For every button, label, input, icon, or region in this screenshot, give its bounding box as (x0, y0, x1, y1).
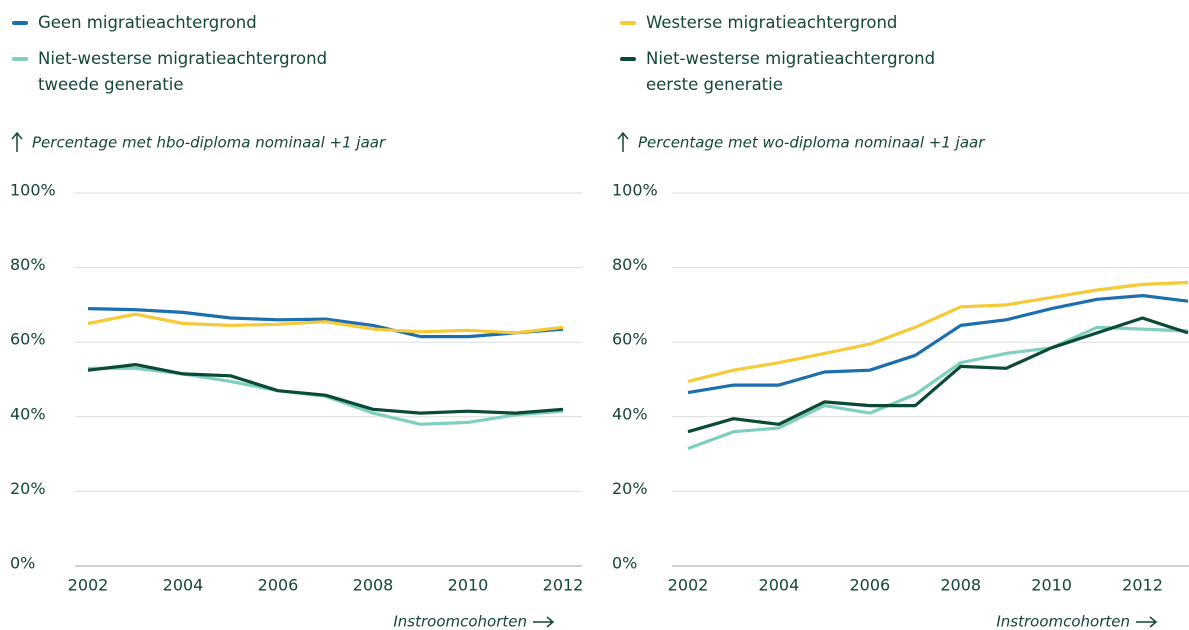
y-arrow (11, 131, 23, 152)
series-line (87, 363, 564, 415)
y-axis-label: Percentage met wo-diploma nominaal +1 ja… (638, 134, 985, 152)
legend-entry: Westerse migratieachtergrond (620, 10, 1180, 36)
legend-label: Westerse migratieachtergrond (646, 13, 898, 32)
series-line (687, 325, 1189, 451)
x-tick-label: 2008 (353, 576, 394, 595)
y-tick-label: 40% (612, 404, 648, 423)
series-line (687, 280, 1189, 383)
x-tick-label: 2004 (759, 576, 800, 595)
y-tick-label: 80% (10, 255, 46, 274)
y-tick-label: 0% (612, 554, 637, 573)
x-axis-label: Instroomcohorten (393, 613, 527, 630)
y-tick-label: 60% (10, 330, 46, 349)
legend-swatch (620, 57, 636, 61)
x-arrow (1136, 616, 1158, 628)
x-tick-label: 2010 (448, 576, 489, 595)
series-line (687, 316, 1189, 434)
y-tick-label: 0% (10, 554, 35, 573)
legend-label: Niet-westerse migratieachtergrond eerste… (646, 49, 936, 94)
legend-swatch (620, 21, 636, 25)
legend-entry: Niet-westerse migratieachtergrond eerste… (620, 46, 1180, 98)
series-line (87, 312, 564, 335)
y-arrow (617, 131, 629, 152)
legend-swatch (12, 57, 28, 61)
x-tick-label: 2002 (668, 576, 709, 595)
y-tick-label: 60% (612, 330, 648, 349)
x-tick-label: 2006 (849, 576, 890, 595)
y-tick-label: 100% (10, 181, 56, 200)
legend-label: Niet-westerse migratieachtergrond tweede… (38, 49, 328, 94)
legend: Geen migratieachtergrond Westerse migrati… (12, 10, 1180, 98)
y-tick-label: 20% (10, 479, 46, 498)
y-tick-label: 80% (612, 255, 648, 274)
x-tick-label: 2010 (1031, 576, 1072, 595)
x-tick-label: 2002 (68, 576, 109, 595)
x-tick-label: 2008 (940, 576, 981, 595)
legend-label: Geen migratieachtergrond (38, 13, 257, 32)
series-line (687, 294, 1189, 395)
y-axis-label: Percentage met hbo-diploma nominaal +1 j… (32, 134, 386, 152)
y-tick-label: 40% (10, 404, 46, 423)
legend-entry: Niet-westerse migratieachtergrond tweede… (12, 46, 620, 98)
x-tick-label: 2012 (1122, 576, 1163, 595)
x-axis-label: Instroomcohorten (996, 613, 1130, 630)
legend-entry: Geen migratieachtergrond (12, 10, 620, 36)
legend-swatch (12, 21, 28, 25)
x-arrow (533, 616, 555, 628)
x-tick-label: 2004 (163, 576, 204, 595)
y-tick-label: 20% (612, 479, 648, 498)
series-line (87, 307, 564, 339)
x-tick-label: 2012 (543, 576, 584, 595)
x-tick-label: 2006 (258, 576, 299, 595)
y-tick-label: 100% (612, 181, 658, 200)
